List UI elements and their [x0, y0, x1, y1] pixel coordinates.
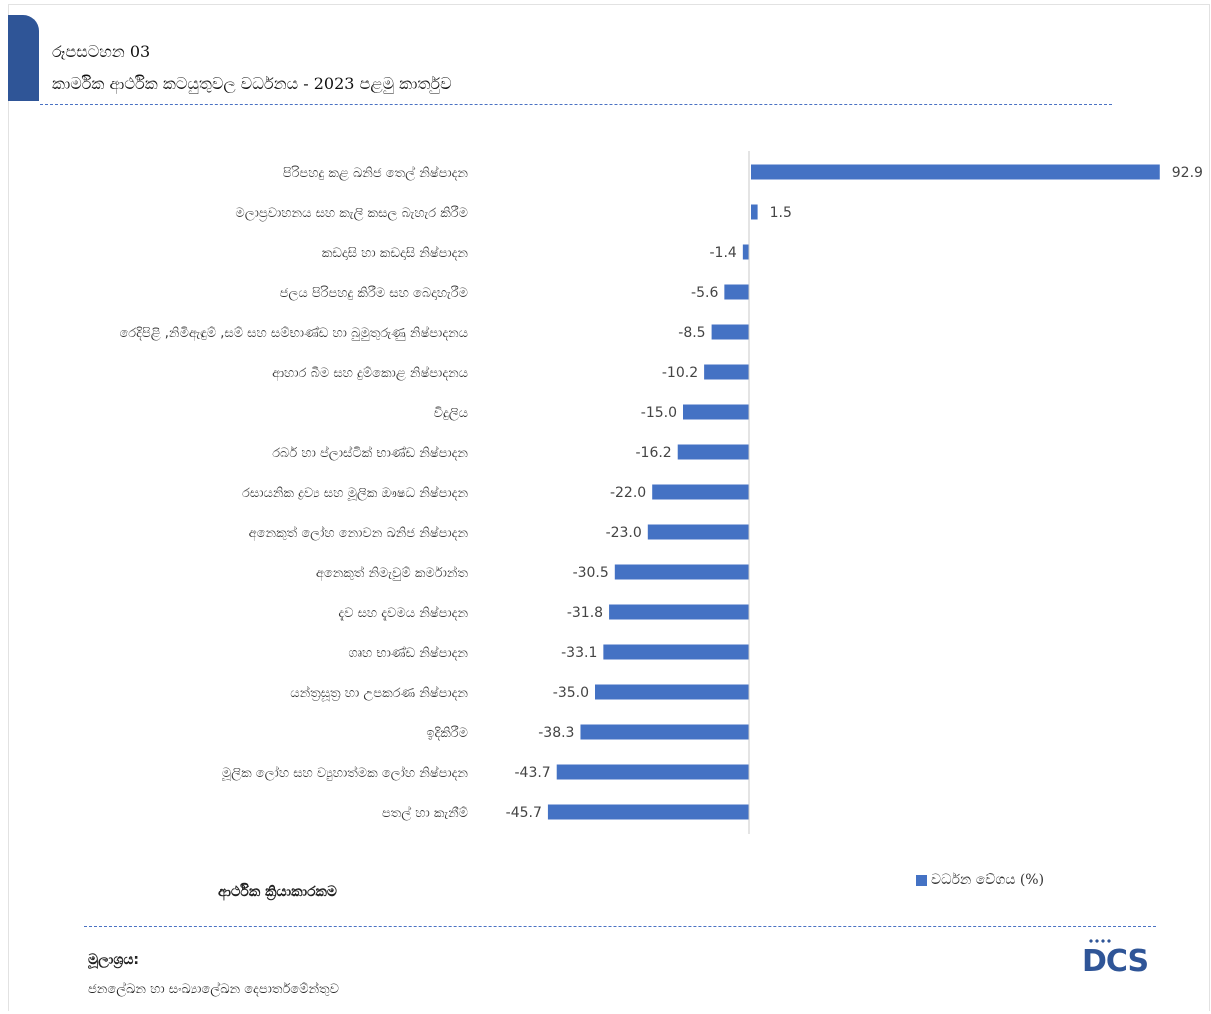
value-label: -10.2	[662, 365, 698, 381]
category-label: ආහාර බීම සහ දුම්කොළ නිෂ්පාදනය	[272, 365, 468, 381]
category-label: යන්ත්‍රසූත්‍ර හා උපකරණ නිෂ්පාදන	[290, 685, 468, 701]
category-label: රෙදිපිළි ,නිමිඇඳුම් ,සම් සහ සම්භාණ්ඩ හා …	[119, 325, 468, 341]
category-label: මූලික ලෝහ සහ ව්‍යුහාත්මක ලෝහ නිෂ්පාදන	[221, 765, 468, 781]
bar	[683, 404, 749, 420]
bar	[704, 364, 749, 380]
legend-swatch	[916, 874, 927, 886]
value-label: 1.5	[770, 205, 792, 221]
bar	[556, 764, 749, 780]
bar	[724, 284, 749, 300]
category-label: පිරිපහදු කළ ඛනිජ තෙල් නිෂ්පාදන	[283, 165, 469, 181]
value-label: -23.0	[606, 525, 642, 541]
category-label: කඩදාසි හා කඩදාසි නිෂ්පාදන	[322, 245, 469, 261]
category-label: විදුලිය	[434, 406, 468, 421]
bar	[580, 724, 749, 740]
figure-label: රූපසටහන 03	[52, 42, 151, 61]
bar	[652, 484, 749, 500]
bar	[595, 684, 749, 700]
top-divider	[40, 104, 1112, 105]
bar	[742, 244, 749, 260]
value-label: -15.0	[641, 405, 677, 421]
logo-text: DCS	[1082, 944, 1149, 979]
value-label: -8.5	[678, 325, 705, 341]
category-label: දැව සහ දැවමය නිෂ්පාදන	[338, 605, 468, 621]
value-label: -1.4	[710, 245, 737, 261]
source-text: ජනලේඛන හා සංඛ්‍යාලේඛන දෙපාර්තමේන්තුව	[88, 982, 339, 997]
bar	[609, 604, 749, 620]
bar	[677, 444, 749, 460]
source-label: මූලාශ්‍රය:	[88, 952, 140, 968]
dcs-logo: DCS	[1082, 938, 1158, 982]
category-label: රසායනික ද්‍රව්‍ය සහ මූලික ඖෂධ නිෂ්පාදන	[242, 485, 468, 501]
category-label: අනෙකුත් නිමැවුම් කර්මාන්ත	[316, 565, 469, 581]
bars	[547, 164, 1160, 820]
category-label: අනෙකුත් ලෝහ නොවන ඛනිජ නිෂ්පාදන	[249, 525, 469, 541]
bar	[603, 644, 749, 660]
category-label: ඉදිකිරීම	[426, 725, 468, 741]
category-label: රබර් හා ප්ලාස්ටික් භාණ්ඩ නිෂ්පාදන	[272, 445, 468, 461]
bar	[751, 164, 1160, 180]
value-labels: 92.9 1.5 -1.4 -5.6 -8.5 -10.2 -15.0 -16.2 -22.0 -…	[506, 165, 1203, 821]
chart-title: කාර්මික ආර්ථික කටයුතුවල වර්ධනය - 2023 පළ…	[52, 74, 452, 93]
bar	[751, 204, 758, 220]
value-label: 92.9	[1172, 165, 1203, 181]
value-label: -30.5	[573, 565, 609, 581]
value-label: -45.7	[506, 805, 542, 821]
value-label: -31.8	[567, 605, 603, 621]
category-axis-title: ආර්ථික ක්‍රියාකාරකම	[218, 884, 337, 900]
bottom-divider	[84, 926, 1156, 927]
category-label: මලාප්‍රවාහනය සහ කැලි කසල බැහැර කිරීම	[235, 205, 468, 221]
value-label: -43.7	[514, 765, 550, 781]
value-label: -38.3	[538, 725, 574, 741]
value-label: -22.0	[610, 485, 646, 501]
value-label: -16.2	[635, 445, 671, 461]
bar	[647, 524, 749, 540]
bar	[547, 804, 749, 820]
category-label: ගෘහ භාණ්ඩ නිෂ්පාදන	[348, 645, 468, 661]
category-label: ජලය පිරිපහදු කිරීම සහ බෙදාහැරීම	[280, 285, 468, 301]
bar-chart: පිරිපහදු කළ ඛනිජ තෙල් නිෂ්පාදන මලාප්‍රවාහ…	[119, 151, 1203, 834]
category-label: පතල් හා කැනීම්	[382, 805, 468, 821]
chart-legend: වර්ධන වේගය (%)	[916, 872, 1044, 888]
bar	[614, 564, 749, 580]
legend-label: වර්ධන වේගය (%)	[931, 872, 1045, 888]
value-label: -33.1	[561, 645, 597, 661]
value-label: -5.6	[691, 285, 718, 301]
bar	[711, 324, 749, 340]
category-labels: පිරිපහදු කළ ඛනිජ තෙල් නිෂ්පාදන මලාප්‍රවාහ…	[119, 165, 468, 821]
value-label: -35.0	[553, 685, 589, 701]
logo-dots-icon	[1088, 938, 1112, 944]
figure-tab-accent	[8, 15, 39, 101]
figure-frame	[8, 4, 1210, 1011]
